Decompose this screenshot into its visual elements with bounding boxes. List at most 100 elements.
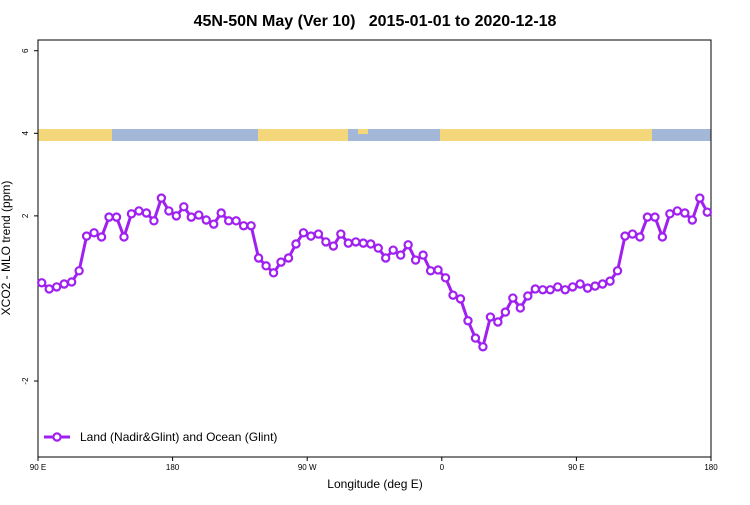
data-point: [298, 228, 309, 238]
data-point: [186, 212, 196, 222]
data-point: [96, 232, 107, 242]
data-point: [403, 240, 413, 250]
data-point: [478, 342, 488, 352]
x-tick-label: 0: [440, 463, 445, 472]
data-point: [276, 257, 286, 267]
legend-label: Land (Nadir&Glint) and Ocean (Glint): [80, 430, 277, 444]
data-point: [455, 294, 466, 304]
y-tick-label: 4: [21, 131, 30, 136]
ocean-strip: [652, 129, 711, 141]
data-point: [74, 266, 84, 276]
data-point: [665, 209, 675, 219]
data-point: [448, 290, 458, 300]
y-tick-label: -2: [21, 377, 30, 385]
data-point: [508, 293, 518, 303]
data-point: [500, 307, 511, 317]
data-point: [388, 245, 398, 255]
data-point: [268, 268, 279, 278]
data-point: [620, 231, 630, 241]
data-point: [44, 284, 54, 294]
data-point: [253, 253, 264, 263]
data-point: [119, 232, 129, 242]
x-axis-label: Longitude (deg E): [327, 477, 422, 491]
data-point: [328, 241, 339, 251]
data-point: [545, 285, 555, 295]
x-tick-label: 90 E: [30, 463, 46, 472]
data-point: [37, 278, 47, 288]
data-point: [493, 317, 503, 327]
data-point: [530, 284, 540, 294]
data-point: [283, 253, 294, 263]
x-tick-label: 90 E: [568, 463, 584, 472]
data-point: [702, 207, 712, 217]
plot-frame: [37, 39, 712, 458]
data-point: [156, 193, 167, 203]
data-point: [209, 219, 219, 229]
data-point: [81, 231, 92, 241]
data-point: [650, 212, 660, 222]
data-point: [201, 215, 211, 225]
data-point: [425, 266, 436, 276]
data-point: [680, 208, 690, 218]
data-point: [523, 291, 533, 301]
data-point: [695, 193, 705, 203]
data-point: [672, 206, 683, 216]
data-point: [366, 239, 376, 249]
data-point: [597, 279, 608, 289]
data-point: [66, 277, 77, 287]
data-point: [373, 243, 383, 253]
data-point: [440, 273, 451, 283]
data-point: [553, 282, 563, 292]
data-point: [171, 211, 182, 221]
land-strip: [258, 129, 348, 141]
data-point: [560, 285, 570, 295]
data-point: [246, 221, 256, 231]
y-tick-label: 6: [21, 48, 30, 53]
x-tick-label: 180: [166, 463, 180, 472]
data-point: [51, 282, 62, 292]
data-point: [126, 209, 137, 219]
data-point: [463, 316, 473, 326]
data-point: [410, 255, 421, 265]
data-point: [111, 212, 122, 222]
ocean-strip: [348, 129, 440, 141]
data-point: [485, 312, 496, 322]
x-tick-label: 90 W: [298, 463, 317, 472]
data-point: [216, 208, 226, 218]
chart-title: 45N-50N May (Ver 10) 2015-01-01 to 2020-…: [194, 13, 557, 30]
y-axis-label: XCO2 - MLO trend (ppm): [0, 181, 13, 316]
data-point: [575, 279, 585, 289]
data-point: [104, 212, 114, 222]
data-point: [321, 237, 331, 247]
data-point: [515, 303, 526, 313]
data-point: [238, 221, 249, 231]
data-point: [89, 228, 99, 238]
data-point: [687, 215, 698, 225]
ocean-strip: [112, 129, 258, 141]
data-point: [635, 232, 645, 242]
data-point: [59, 279, 69, 289]
data-point: [612, 266, 623, 276]
y-tick-label: 2: [21, 213, 30, 218]
data-point: [567, 282, 578, 292]
data-point: [433, 265, 443, 275]
data-point: [336, 229, 346, 239]
data-point: [194, 210, 204, 220]
data-point: [343, 238, 354, 248]
series-line: [40, 194, 709, 350]
data-point: [582, 283, 593, 293]
data-point: [381, 253, 391, 263]
x-tick-label: 180: [704, 463, 718, 472]
data-point: [358, 238, 368, 248]
data-point: [134, 206, 144, 216]
land-ocean-mask: [38, 129, 711, 141]
data-point: [291, 239, 301, 249]
data-point: [657, 232, 668, 242]
data-point: [395, 250, 406, 260]
data-point: [313, 229, 324, 239]
data-point: [605, 276, 615, 286]
data-point: [351, 237, 361, 247]
land-strip: [38, 129, 112, 141]
